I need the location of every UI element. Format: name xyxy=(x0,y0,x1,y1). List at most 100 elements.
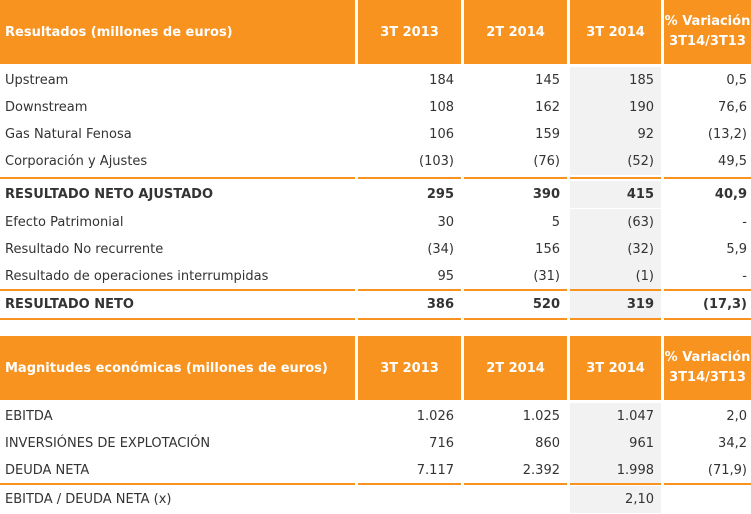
row-label: INVERSIÓNES DE EXPLOTACIÓN xyxy=(5,436,211,451)
row-label: Corporación y Ajustes xyxy=(5,154,148,169)
row-value-4: 5,9 xyxy=(726,242,747,257)
row-value-3: (32) xyxy=(570,236,661,263)
divider xyxy=(464,177,567,179)
divider xyxy=(570,318,661,320)
row-label: EBITDA / DEUDA NETA (x) xyxy=(5,492,172,507)
row-label: EBITDA xyxy=(5,409,53,424)
divider xyxy=(0,289,355,291)
row-value-4: 0,5 xyxy=(726,73,747,88)
row-label: RESULTADO NETO AJUSTADO xyxy=(5,187,214,202)
divider xyxy=(358,318,461,320)
row-value-3: 92 xyxy=(570,121,661,148)
row-value-4: 2,0 xyxy=(726,409,747,424)
row-value-3: (1) xyxy=(570,263,661,290)
row-label: Resultado de operaciones interrumpidas xyxy=(5,269,269,284)
col-header-3t2013: 3T 2013 xyxy=(358,336,461,400)
row-value-2: 162 xyxy=(535,100,560,115)
table-row: Corporación y Ajustes (103) (76) (52) 49,5 xyxy=(0,148,751,175)
col-header-2t2014: 2T 2014 xyxy=(464,0,567,64)
row-value-1: 386 xyxy=(426,297,454,312)
row-label: Downstream xyxy=(5,100,88,115)
table-row: Efecto Patrimonial 30 5 (63) - xyxy=(0,209,751,236)
row-value-2: 145 xyxy=(535,73,560,88)
divider xyxy=(464,318,567,320)
row-value-3: 2,10 xyxy=(570,486,661,513)
table-row: EBITDA / DEUDA NETA (x) 2,10 xyxy=(0,486,751,513)
row-value-1: 30 xyxy=(437,215,454,230)
row-value-1: 95 xyxy=(437,269,454,284)
row-value-2: 520 xyxy=(532,297,560,312)
divider xyxy=(664,289,751,291)
divider xyxy=(664,483,751,485)
row-value-2: 860 xyxy=(535,436,560,451)
table-row: Resultado de operaciones interrumpidas 95… xyxy=(0,263,751,290)
table-row: INVERSIÓNES DE EXPLOTACIÓN 716 860 961 34,2 xyxy=(0,430,751,457)
divider xyxy=(570,289,661,291)
divider xyxy=(358,289,461,291)
row-value-3: (52) xyxy=(570,148,661,175)
row-value-3: 961 xyxy=(570,430,661,457)
row-value-1: 184 xyxy=(429,73,454,88)
divider xyxy=(0,483,355,485)
col-header-3t2013: 3T 2013 xyxy=(358,0,461,64)
col-header-variation: % Variación 3T14/3T13 xyxy=(664,0,751,64)
row-value-1: (103) xyxy=(419,154,454,169)
row-value-1: 1.026 xyxy=(416,409,454,424)
row-value-4: (71,9) xyxy=(707,463,747,478)
row-value-1: 295 xyxy=(426,187,454,202)
row-value-1: 7.117 xyxy=(416,463,454,478)
row-value-2: (76) xyxy=(533,154,560,169)
table-row: DEUDA NETA 7.117 2.392 1.998 (71,9) xyxy=(0,457,751,484)
table-row: Resultado No recurrente (34) 156 (32) 5,9 xyxy=(0,236,751,263)
divider xyxy=(464,289,567,291)
economic-table-header: Magnitudes económicas (millones de euros… xyxy=(0,336,751,400)
row-value-4: 34,2 xyxy=(718,436,747,451)
row-value-2 xyxy=(464,486,567,513)
table-row: Downstream 108 162 190 76,6 xyxy=(0,94,751,121)
row-value-1: (34) xyxy=(427,242,454,257)
row-value-3: (63) xyxy=(570,209,661,236)
row-value-2: 1.025 xyxy=(522,409,560,424)
row-value-1: 106 xyxy=(429,127,454,142)
row-value-2: 159 xyxy=(535,127,560,142)
divider xyxy=(570,483,661,485)
row-value-2: 2.392 xyxy=(522,463,560,478)
row-label: Resultado No recurrente xyxy=(5,242,164,257)
table-row: RESULTADO NETO 386 520 319 (17,3) xyxy=(0,291,751,318)
divider xyxy=(664,177,751,179)
row-value-4: 76,6 xyxy=(718,100,747,115)
row-value-4: (17,3) xyxy=(703,297,747,312)
economic-table-title: Magnitudes económicas (millones de euros… xyxy=(0,336,355,400)
row-value-3: 190 xyxy=(570,94,661,121)
row-value-2: 5 xyxy=(551,215,560,230)
row-value-4: (13,2) xyxy=(707,127,747,142)
col-header-2t2014: 2T 2014 xyxy=(464,336,567,400)
row-value-4: - xyxy=(742,215,747,230)
table-row: EBITDA 1.026 1.025 1.047 2,0 xyxy=(0,403,751,430)
row-value-4: 40,9 xyxy=(714,187,747,202)
row-label: Upstream xyxy=(5,73,69,88)
row-value-3: 415 xyxy=(570,181,661,208)
divider xyxy=(0,177,355,179)
results-table-header: Resultados (millones de euros) 3T 2013 2… xyxy=(0,0,751,64)
col-header-variation: % Variación 3T14/3T13 xyxy=(664,336,751,400)
row-value-2: 390 xyxy=(532,187,560,202)
row-value-1 xyxy=(358,486,461,513)
table-row: Upstream 184 145 185 0,5 xyxy=(0,67,751,94)
row-label: RESULTADO NETO xyxy=(5,297,134,312)
row-label: Efecto Patrimonial xyxy=(5,215,124,230)
row-value-3: 1.998 xyxy=(570,457,661,484)
col-header-3t2014: 3T 2014 xyxy=(570,0,661,64)
table-row: RESULTADO NETO AJUSTADO 295 390 415 40,9 xyxy=(0,181,751,208)
col-header-3t2014: 3T 2014 xyxy=(570,336,661,400)
results-table-title: Resultados (millones de euros) xyxy=(0,0,355,64)
row-value-1: 108 xyxy=(429,100,454,115)
row-value-4: 49,5 xyxy=(718,154,747,169)
row-value-3: 185 xyxy=(570,67,661,94)
row-value-2: (31) xyxy=(533,269,560,284)
divider xyxy=(664,318,751,320)
row-value-2: 156 xyxy=(535,242,560,257)
row-value-1: 716 xyxy=(429,436,454,451)
row-label: Gas Natural Fenosa xyxy=(5,127,132,142)
table-row: Gas Natural Fenosa 106 159 92 (13,2) xyxy=(0,121,751,148)
